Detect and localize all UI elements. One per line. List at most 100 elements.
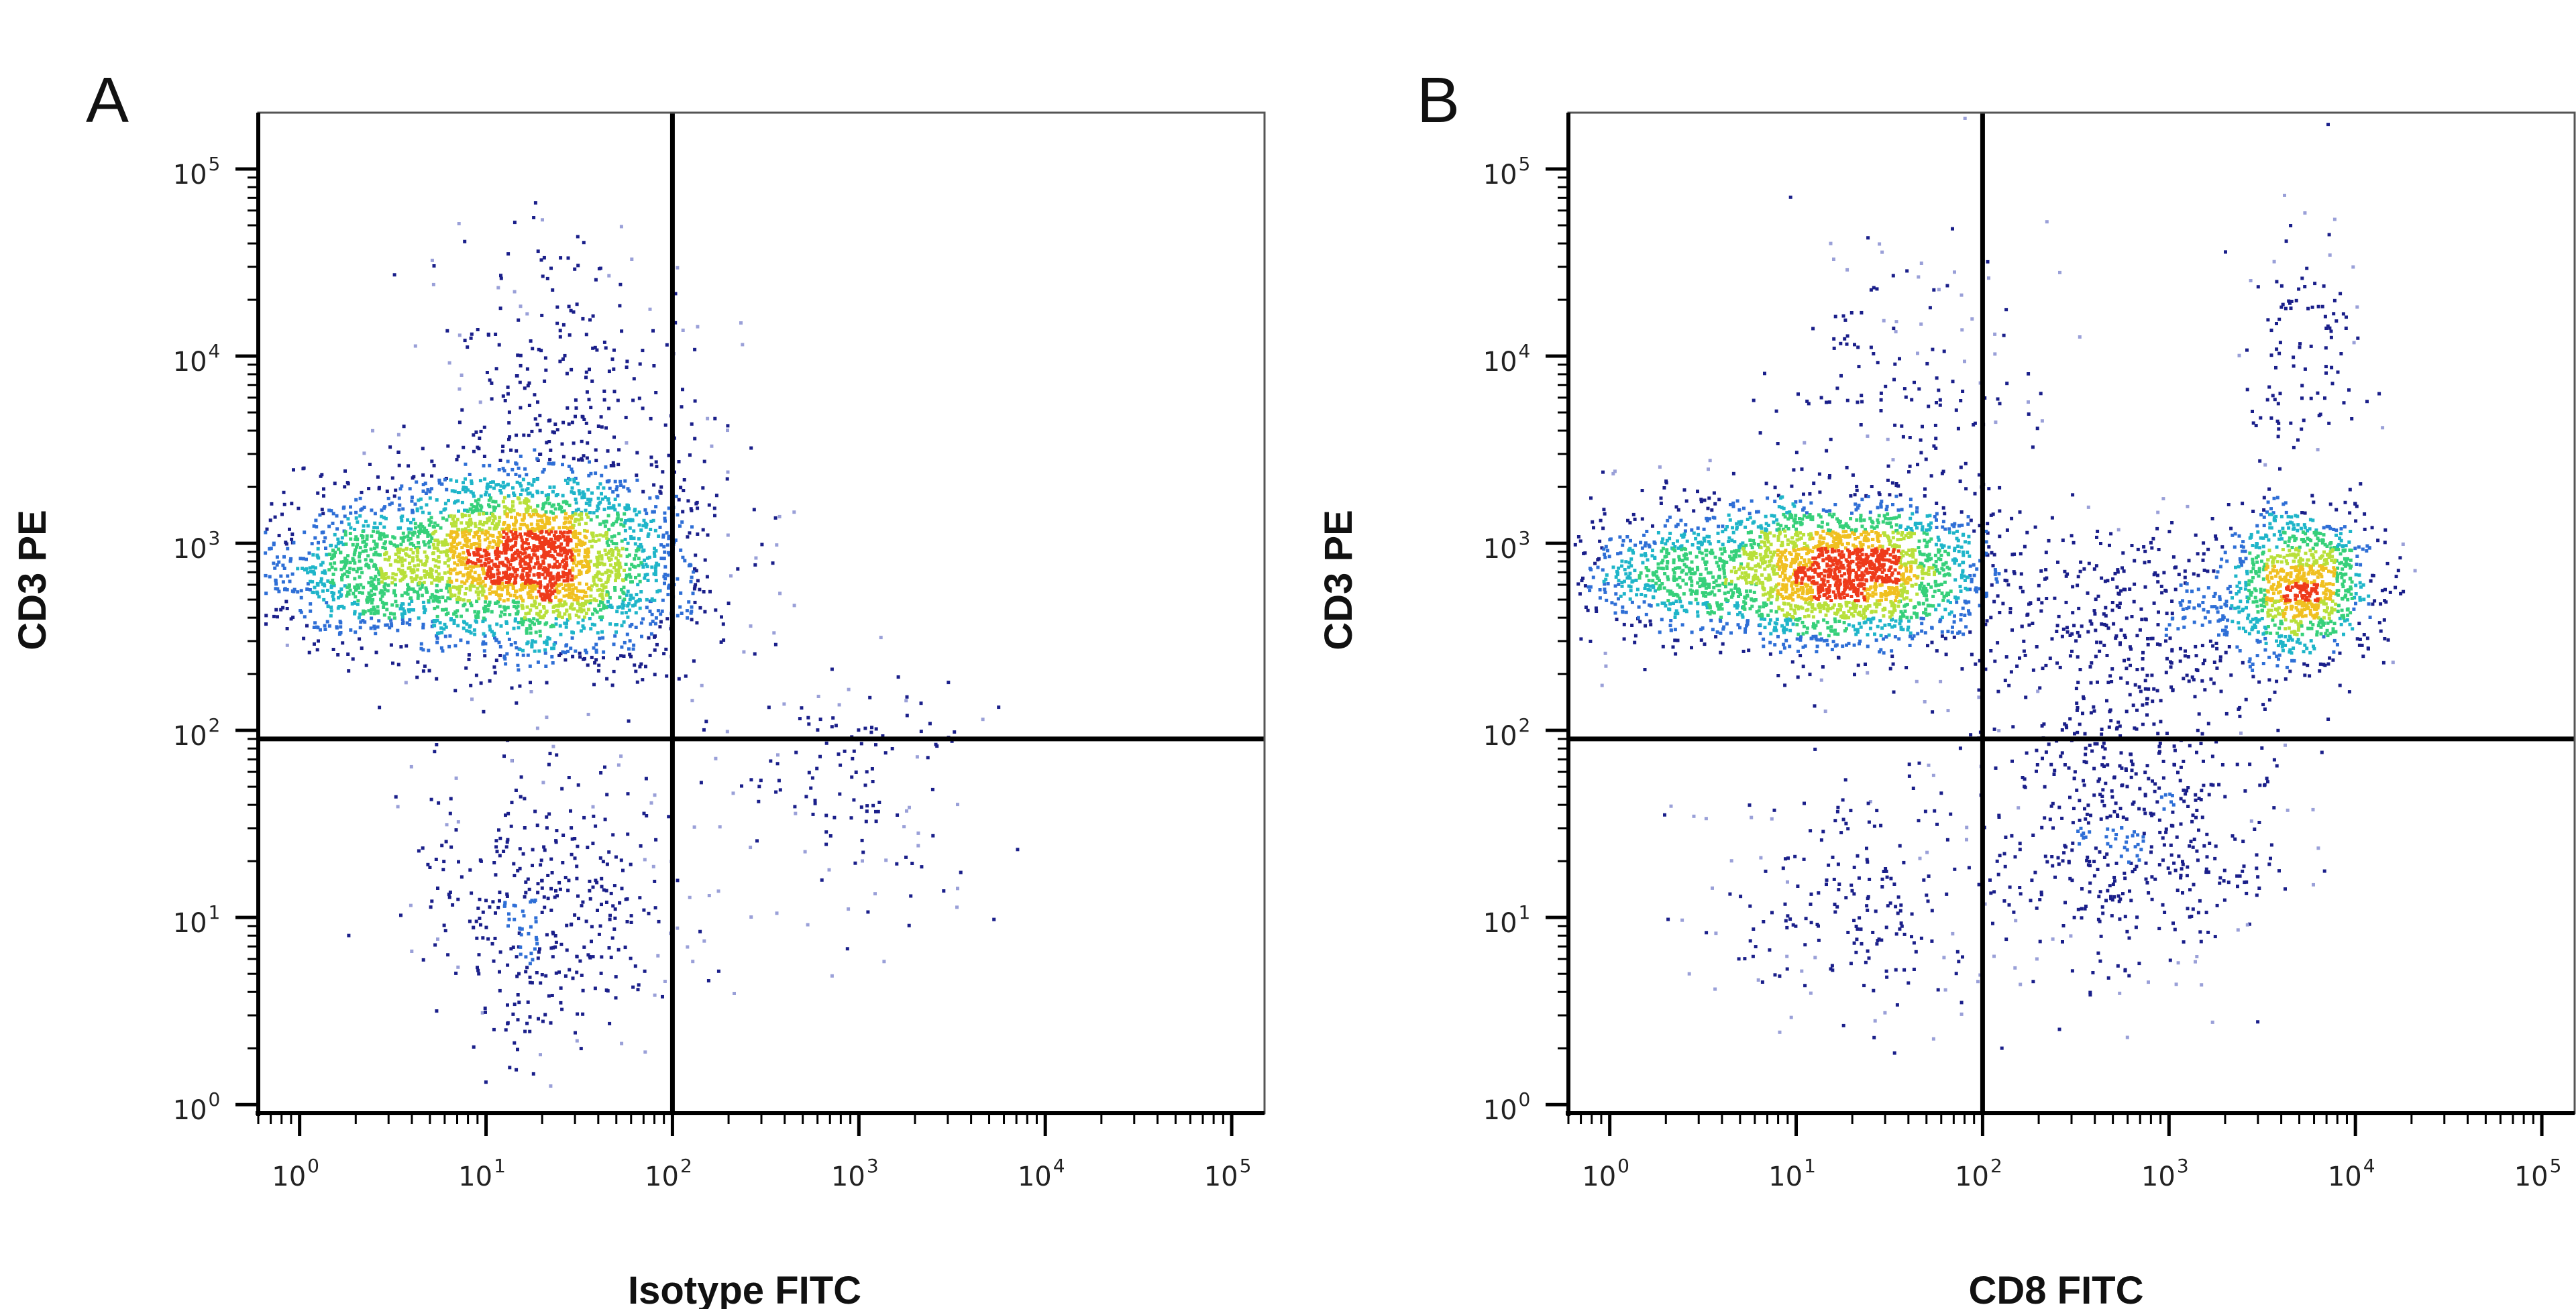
event-dot (305, 557, 308, 561)
event-dot (519, 594, 523, 598)
event-dot (2190, 915, 2194, 918)
event-dot (535, 457, 539, 461)
event-dot (681, 388, 684, 392)
event-dot (484, 563, 488, 567)
event-dot (2172, 744, 2176, 748)
event-dot (589, 518, 593, 522)
event-dot (2151, 536, 2155, 540)
event-dot (449, 530, 453, 534)
event-dot (527, 611, 531, 615)
event-dot (561, 525, 566, 529)
event-dot (399, 536, 403, 540)
event-dot (2096, 529, 2100, 533)
event-dot (470, 604, 474, 608)
event-dot (494, 553, 498, 557)
event-dot (482, 425, 486, 429)
event-dot (2161, 497, 2165, 501)
event-dot (634, 553, 638, 557)
event-dot (466, 640, 470, 644)
event-dot (1905, 269, 1909, 273)
event-dot (696, 579, 700, 583)
event-dot (2173, 927, 2177, 931)
event-dot (506, 591, 510, 595)
event-dot (494, 483, 498, 487)
event-dot (568, 569, 572, 573)
event-dot (507, 580, 511, 584)
event-dot (543, 540, 547, 544)
event-dot (580, 439, 584, 443)
event-dot (525, 629, 529, 633)
event-dot (506, 543, 510, 547)
event-dot (445, 553, 448, 557)
event-dot (631, 398, 635, 402)
event-dot (506, 567, 510, 571)
event-dot (623, 512, 627, 516)
event-dot (647, 532, 651, 536)
event-dot (1828, 474, 1831, 477)
event-dot (1791, 923, 1795, 927)
event-dot (620, 611, 624, 615)
event-dot (1856, 663, 1860, 667)
event-dot (531, 509, 535, 513)
event-dot (2057, 1027, 2061, 1031)
event-dot (629, 921, 633, 924)
event-dot (2002, 899, 2006, 903)
event-dot (614, 975, 618, 979)
event-dot (612, 566, 616, 569)
event-dot (837, 752, 841, 756)
event-dot (594, 878, 598, 883)
event-dot (413, 522, 417, 526)
event-dot (483, 634, 487, 638)
event-dot (442, 860, 446, 864)
event-dot (468, 588, 472, 592)
event-dot (572, 477, 576, 481)
event-dot (699, 781, 703, 785)
event-dot (698, 587, 702, 591)
event-dot (419, 576, 423, 580)
event-dot (511, 486, 515, 490)
event-dot (591, 314, 595, 318)
event-dot (1602, 508, 1606, 512)
event-dot (484, 558, 488, 561)
event-dot (813, 801, 817, 805)
event-dot (461, 528, 465, 532)
event-dot (455, 543, 460, 547)
event-dot (419, 522, 423, 526)
event-dot (369, 626, 373, 630)
event-dot (402, 609, 407, 613)
event-dot (296, 590, 300, 594)
event-dot (687, 564, 691, 568)
event-dot (502, 754, 506, 758)
event-dot (997, 705, 1001, 709)
event-dot (519, 363, 523, 367)
event-dot (556, 571, 560, 575)
event-dot (523, 797, 527, 801)
event-dot (741, 343, 745, 347)
event-dot (624, 416, 628, 420)
event-dot (520, 488, 524, 492)
event-dot (752, 508, 756, 512)
event-dot (560, 510, 564, 514)
event-dot (1622, 637, 1626, 641)
event-dot (541, 561, 545, 565)
event-dot (508, 563, 513, 567)
event-dot (870, 767, 874, 771)
event-dot (2413, 569, 2417, 573)
event-dot (793, 805, 797, 809)
event-dot (1997, 813, 2001, 817)
event-dot (356, 537, 360, 541)
event-dot (609, 891, 613, 895)
event-dot (2018, 842, 2022, 846)
event-dot (466, 567, 470, 570)
event-dot (522, 914, 526, 918)
event-dot (629, 575, 633, 579)
event-dot (2186, 504, 2190, 508)
event-dot (707, 894, 711, 897)
event-dot (472, 433, 476, 437)
event-dot (533, 947, 537, 951)
event-dot (433, 943, 437, 947)
event-dot (576, 894, 580, 898)
event-dot (505, 548, 509, 552)
event-dot (532, 553, 536, 557)
event-dot (606, 506, 610, 510)
